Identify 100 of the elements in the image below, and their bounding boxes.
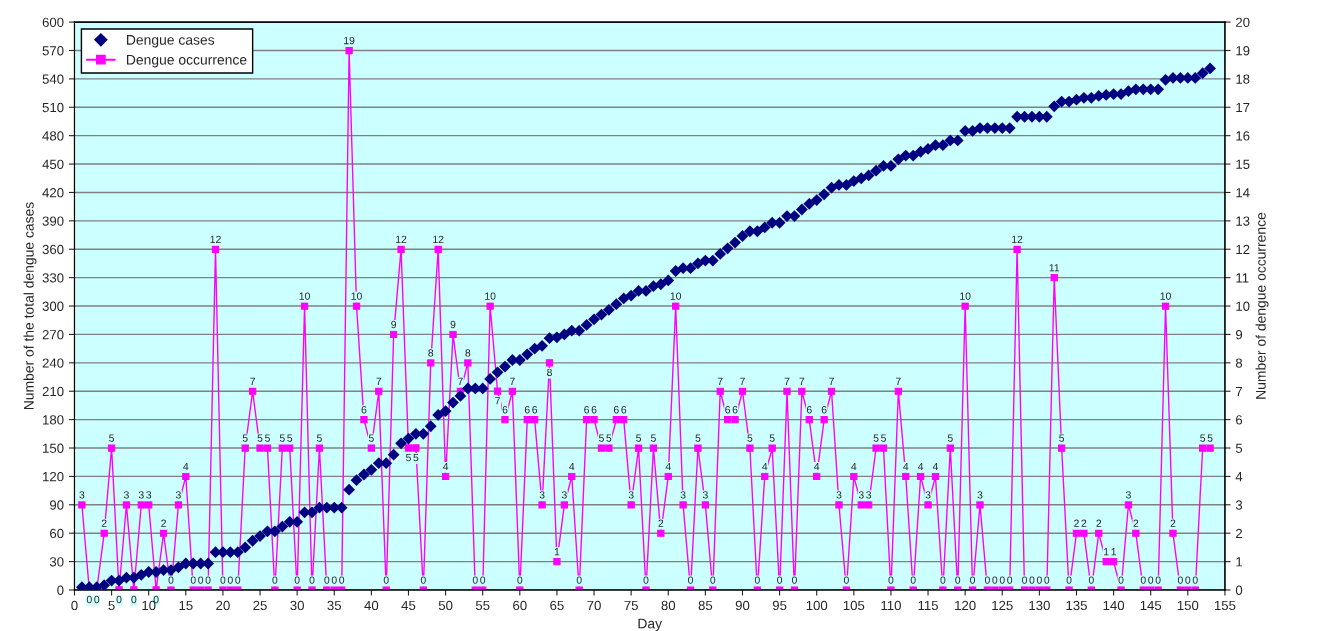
x-tick-label: 65 [550,600,564,611]
data-label: 12 [1012,235,1023,243]
data-label: 6 [502,406,508,414]
data-label: 5 [1200,434,1206,442]
data-label: 6 [584,406,590,414]
x-tick-label: 110 [881,600,901,611]
y2-tick-label: 19 [1236,46,1250,56]
data-label: 6 [821,406,827,414]
data-label: 2 [161,519,166,527]
data-label: 5 [279,434,285,442]
data-label: 0 [754,576,760,584]
x-tick-label: 85 [698,600,713,611]
data-label: 0 [480,576,486,584]
x-tick-label: 95 [772,600,787,611]
y-tick-label: 0 [57,585,64,595]
y-tick-label: 510 [42,102,64,113]
x-tick-label: 120 [955,600,976,611]
data-label: 5 [264,434,270,442]
data-label: 0 [517,576,523,584]
data-label: 5 [287,434,293,442]
data-label: 3 [628,491,634,499]
y-tick-label: 480 [42,131,64,141]
data-label: 4 [665,462,671,471]
data-label: 5 [598,434,604,442]
data-label: 6 [361,406,367,414]
y2-axis-title: Number of dengue occurrence [1255,212,1269,399]
y-tick-label: 120 [43,471,64,482]
data-label: 10 [960,292,971,300]
data-label: 5 [873,434,879,442]
data-label: 0 [168,576,174,584]
y-tick-label: 390 [42,216,64,226]
y2-tick-label: 2 [1236,528,1243,538]
data-label: 0 [1007,576,1013,584]
data-label: 0 [777,576,783,584]
data-label: 2 [1081,519,1087,527]
data-label: 5 [242,434,248,442]
data-label: 3 [175,491,181,499]
data-label: 9 [391,320,397,329]
y-tick-label: 600 [42,17,64,27]
y-tick-label: 90 [50,500,64,510]
data-label: 0 [888,576,894,584]
x-tick-label: 30 [290,600,304,611]
data-label: 5 [695,434,701,442]
data-label: 5 [881,434,886,442]
x-axis-title: Day [638,618,663,631]
data-label: 0 [984,576,990,584]
data-label: 10 [485,292,496,300]
y2-tick-label: 16 [1236,131,1250,141]
data-label: 0 [576,576,582,584]
data-label: 2 [101,519,107,527]
data-label: 0 [1022,576,1028,584]
y2-tick-label: 8 [1235,358,1243,368]
data-label: 0 [205,576,211,584]
data-label: 4 [183,462,189,471]
data-label: 6 [806,406,812,414]
x-tick-label: 5 [108,600,115,611]
data-label: 4 [569,462,575,471]
x-tick-label: 150 [1177,600,1199,611]
y2-tick-label: 12 [1236,244,1250,255]
data-label: 0 [331,576,337,584]
data-label: 0 [688,576,694,584]
data-label: 7 [510,377,515,385]
data-label: 10 [351,292,362,300]
y2-tick-label: 11 [1236,273,1249,283]
data-label: 1 [554,548,560,556]
data-label: 0 [1029,576,1035,584]
data-label: 1 [1104,548,1109,556]
data-label: 4 [851,462,857,471]
data-label: 3 [977,491,983,499]
x-tick-label: 90 [735,600,750,611]
data-label: 0 [1192,576,1198,584]
data-label: 0 [955,576,961,584]
x-tick-label: 135 [1066,600,1087,611]
data-label: 0 [791,576,797,584]
y-tick-label: 60 [50,528,64,539]
data-label: 0 [999,576,1005,584]
x-tick-label: 40 [364,600,379,611]
x-tick-label: 100 [806,600,828,611]
data-label: 12 [210,235,221,243]
data-label: 4 [932,462,939,471]
data-label: 3 [925,491,931,499]
y2-tick-label: 17 [1236,102,1250,113]
data-label: 2 [1170,519,1176,527]
x-tick-label: 50 [438,600,453,611]
data-label: 0 [1185,576,1191,584]
y-tick-label: 240 [42,358,64,368]
data-label: 3 [836,491,842,499]
data-label: 5 [1207,434,1213,442]
data-label: 0 [1044,576,1050,584]
x-tick-label: 15 [179,600,193,611]
data-label: 0 [843,576,849,584]
data-label: 5 [606,434,612,442]
data-label: 0 [294,576,300,584]
data-label: 7 [495,397,500,405]
data-label: 0 [910,576,916,584]
data-label: 3 [138,491,144,499]
y-tick-label: 540 [42,74,64,84]
data-label: 8 [428,349,434,357]
x-tick-label: 145 [1140,600,1162,611]
data-label: 6 [725,406,731,414]
